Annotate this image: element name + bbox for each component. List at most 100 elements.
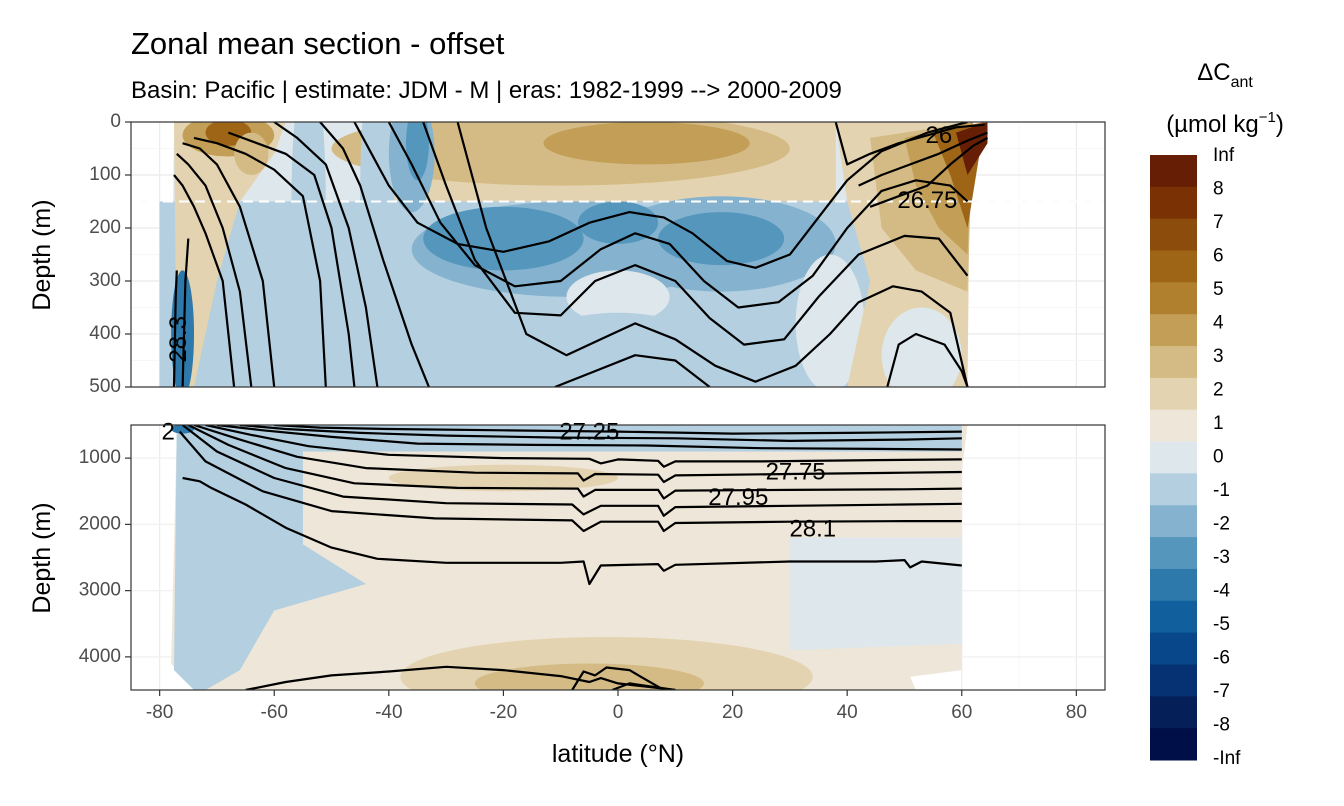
legend-swatch: [1150, 632, 1197, 665]
density-contour: [172, 270, 178, 387]
legend-label: Inf: [1213, 145, 1235, 166]
legend-label: -Inf: [1213, 748, 1241, 769]
x-tick-label: 80: [1066, 702, 1087, 723]
legend-swatch: [1150, 696, 1197, 729]
y-tick-label: 1000: [79, 447, 121, 468]
legend-label: 8: [1213, 179, 1224, 200]
contour-label: 28.1: [789, 516, 836, 543]
field-blue-dark-south-lower: [171, 425, 195, 434]
density-contour: [422, 122, 969, 346]
upper-field: [159, 122, 988, 387]
legend-swatches: [1150, 155, 1197, 761]
y-tick-label: 400: [89, 323, 121, 344]
y-tick-label: 500: [89, 376, 121, 397]
x-tick-label: -40: [375, 702, 402, 723]
y-tick-label: 300: [89, 270, 121, 291]
colorbar-legend: ΔCant (µmol kg−1) Inf 8 7 6 5 4 3 2 1 0 -1 -2 -3 -4 -5…: [1150, 59, 1284, 769]
density-contour: [611, 682, 676, 690]
legend-swatch: [1150, 600, 1197, 634]
density-contour: [205, 425, 962, 468]
field-ice-north-deep: [881, 307, 962, 387]
field-blue-light-eq: [526, 312, 710, 387]
density-contour: [182, 476, 962, 586]
legend-labels: Inf 8 7 6 5 4 3 2 1 0 -1 -2 -3 -4 -5 -6 -7 -8 -Inf: [1213, 145, 1241, 769]
legend-label: 6: [1213, 246, 1224, 267]
legend-label: 5: [1213, 279, 1224, 300]
density-contour: [216, 425, 962, 451]
upper-panel: 26 26.75 28.3 0 100 200 300 400 500: [89, 111, 1106, 397]
legend-label: -2: [1213, 514, 1230, 535]
x-tick-label: -20: [490, 702, 517, 723]
legend-swatch: [1150, 473, 1197, 506]
legend-swatch: [1150, 505, 1197, 538]
density-contour: [571, 666, 665, 690]
density-contour: [239, 425, 962, 442]
contour-label: 26.75: [897, 187, 957, 214]
legend-label: -4: [1213, 581, 1230, 602]
y-tick-label: 4000: [79, 646, 121, 667]
legend-swatch: [1150, 282, 1197, 315]
y-tick-label: 100: [89, 164, 121, 185]
field-ice-37n: [795, 254, 865, 387]
legend-title: ΔCant: [1197, 59, 1253, 91]
field-blue-dark-south: [171, 270, 195, 387]
x-tick-label: 0: [613, 702, 624, 723]
legend-swatch: [1150, 441, 1197, 474]
upper-contour-labels: 26 26.75 28.3: [165, 122, 957, 362]
field-blue-20s: [423, 206, 584, 271]
density-contour: [353, 122, 968, 269]
x-tick-label: 40: [837, 702, 858, 723]
legend-label: 0: [1213, 447, 1224, 468]
legend-swatch: [1150, 250, 1197, 283]
density-contour: [181, 425, 962, 517]
legend-swatch: [1150, 728, 1197, 761]
field-blue-light-south: [174, 425, 366, 690]
contour-label: 27.75: [766, 459, 826, 486]
field-blue-20n: [658, 212, 785, 266]
legend-swatch: [1150, 218, 1197, 252]
density-contour: [387, 122, 969, 309]
y-axis-title-upper: Depth (m): [28, 199, 56, 310]
upper-y-axis: 0 100 200 300 400 500: [89, 111, 131, 397]
field-tan-bottom: [474, 663, 704, 690]
legend-unit: (µmol kg−1): [1166, 109, 1284, 138]
legend-label: 2: [1213, 380, 1224, 401]
field-blue-36s: [406, 122, 429, 181]
density-contour: [869, 136, 989, 208]
contour-label: 27.95: [708, 484, 768, 511]
density-contour: [273, 122, 379, 387]
legend-swatch: [1150, 346, 1197, 379]
density-contour: [193, 136, 327, 387]
field-blue-band-42s: [360, 122, 395, 329]
upper-contours: [172, 122, 989, 387]
legend-label: -1: [1213, 480, 1230, 501]
density-contour: [886, 332, 969, 387]
legend-label: -7: [1213, 681, 1230, 702]
density-contour: [274, 425, 962, 435]
legend-label: 4: [1213, 313, 1224, 334]
x-axis: -80 -60 -40 -20 0 20 40 60 80: [146, 690, 1087, 723]
legend-label: 1: [1213, 413, 1224, 434]
legend-swatch: [1150, 314, 1197, 347]
density-contour: [245, 665, 676, 690]
x-tick-label: -80: [146, 702, 173, 723]
legend-swatch: [1150, 409, 1197, 443]
x-tick-label: -60: [261, 702, 288, 723]
legend-label: -8: [1213, 715, 1230, 736]
lower-field: [171, 425, 968, 690]
density-contour: [858, 131, 988, 187]
upper-panel-border: [130, 121, 1106, 388]
density-contour: [182, 142, 276, 387]
y-axis-title-lower: Depth (m): [28, 502, 56, 613]
field-tan-south-2: [234, 132, 269, 175]
contour-label: 27.25: [559, 418, 619, 445]
y-tick-label: 0: [110, 111, 121, 132]
density-contour: [319, 122, 430, 387]
legend-label: -3: [1213, 547, 1230, 568]
y-tick-label: 2000: [79, 513, 121, 534]
density-contour: [456, 122, 969, 387]
legend-label: -5: [1213, 614, 1230, 635]
